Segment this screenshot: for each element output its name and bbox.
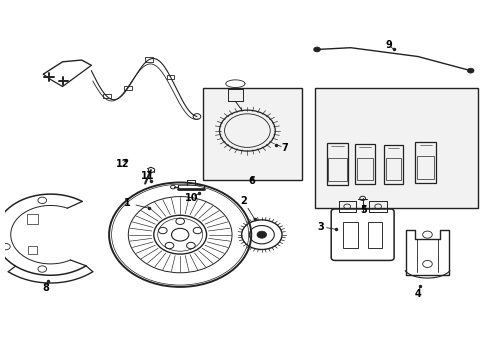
Text: 4: 4 — [415, 289, 421, 298]
Bar — [355, 144, 375, 184]
Bar — [203, 88, 302, 180]
Bar — [103, 94, 111, 98]
Bar — [386, 158, 401, 180]
Bar — [124, 86, 132, 90]
Bar — [327, 143, 348, 185]
Bar — [357, 158, 373, 180]
Bar — [28, 246, 37, 254]
Text: 6: 6 — [249, 176, 256, 186]
Text: 2: 2 — [240, 196, 247, 206]
Circle shape — [257, 231, 267, 238]
Text: 7: 7 — [281, 143, 288, 153]
Text: 11: 11 — [141, 171, 155, 181]
Bar — [416, 142, 436, 183]
Text: 8: 8 — [42, 283, 49, 293]
Circle shape — [467, 68, 474, 73]
Text: 3: 3 — [317, 221, 324, 231]
Bar — [146, 58, 153, 62]
Text: 10: 10 — [184, 193, 198, 203]
Circle shape — [314, 47, 320, 52]
Text: 5: 5 — [361, 205, 368, 215]
Bar — [343, 222, 358, 248]
Bar — [384, 145, 402, 184]
Bar — [328, 158, 347, 181]
Bar — [27, 215, 38, 224]
Text: 9: 9 — [386, 40, 392, 50]
Bar — [167, 75, 174, 79]
Text: 12: 12 — [116, 159, 129, 169]
Bar — [315, 88, 478, 208]
Bar — [417, 156, 434, 179]
Text: 1: 1 — [124, 198, 131, 208]
Bar — [368, 222, 382, 248]
